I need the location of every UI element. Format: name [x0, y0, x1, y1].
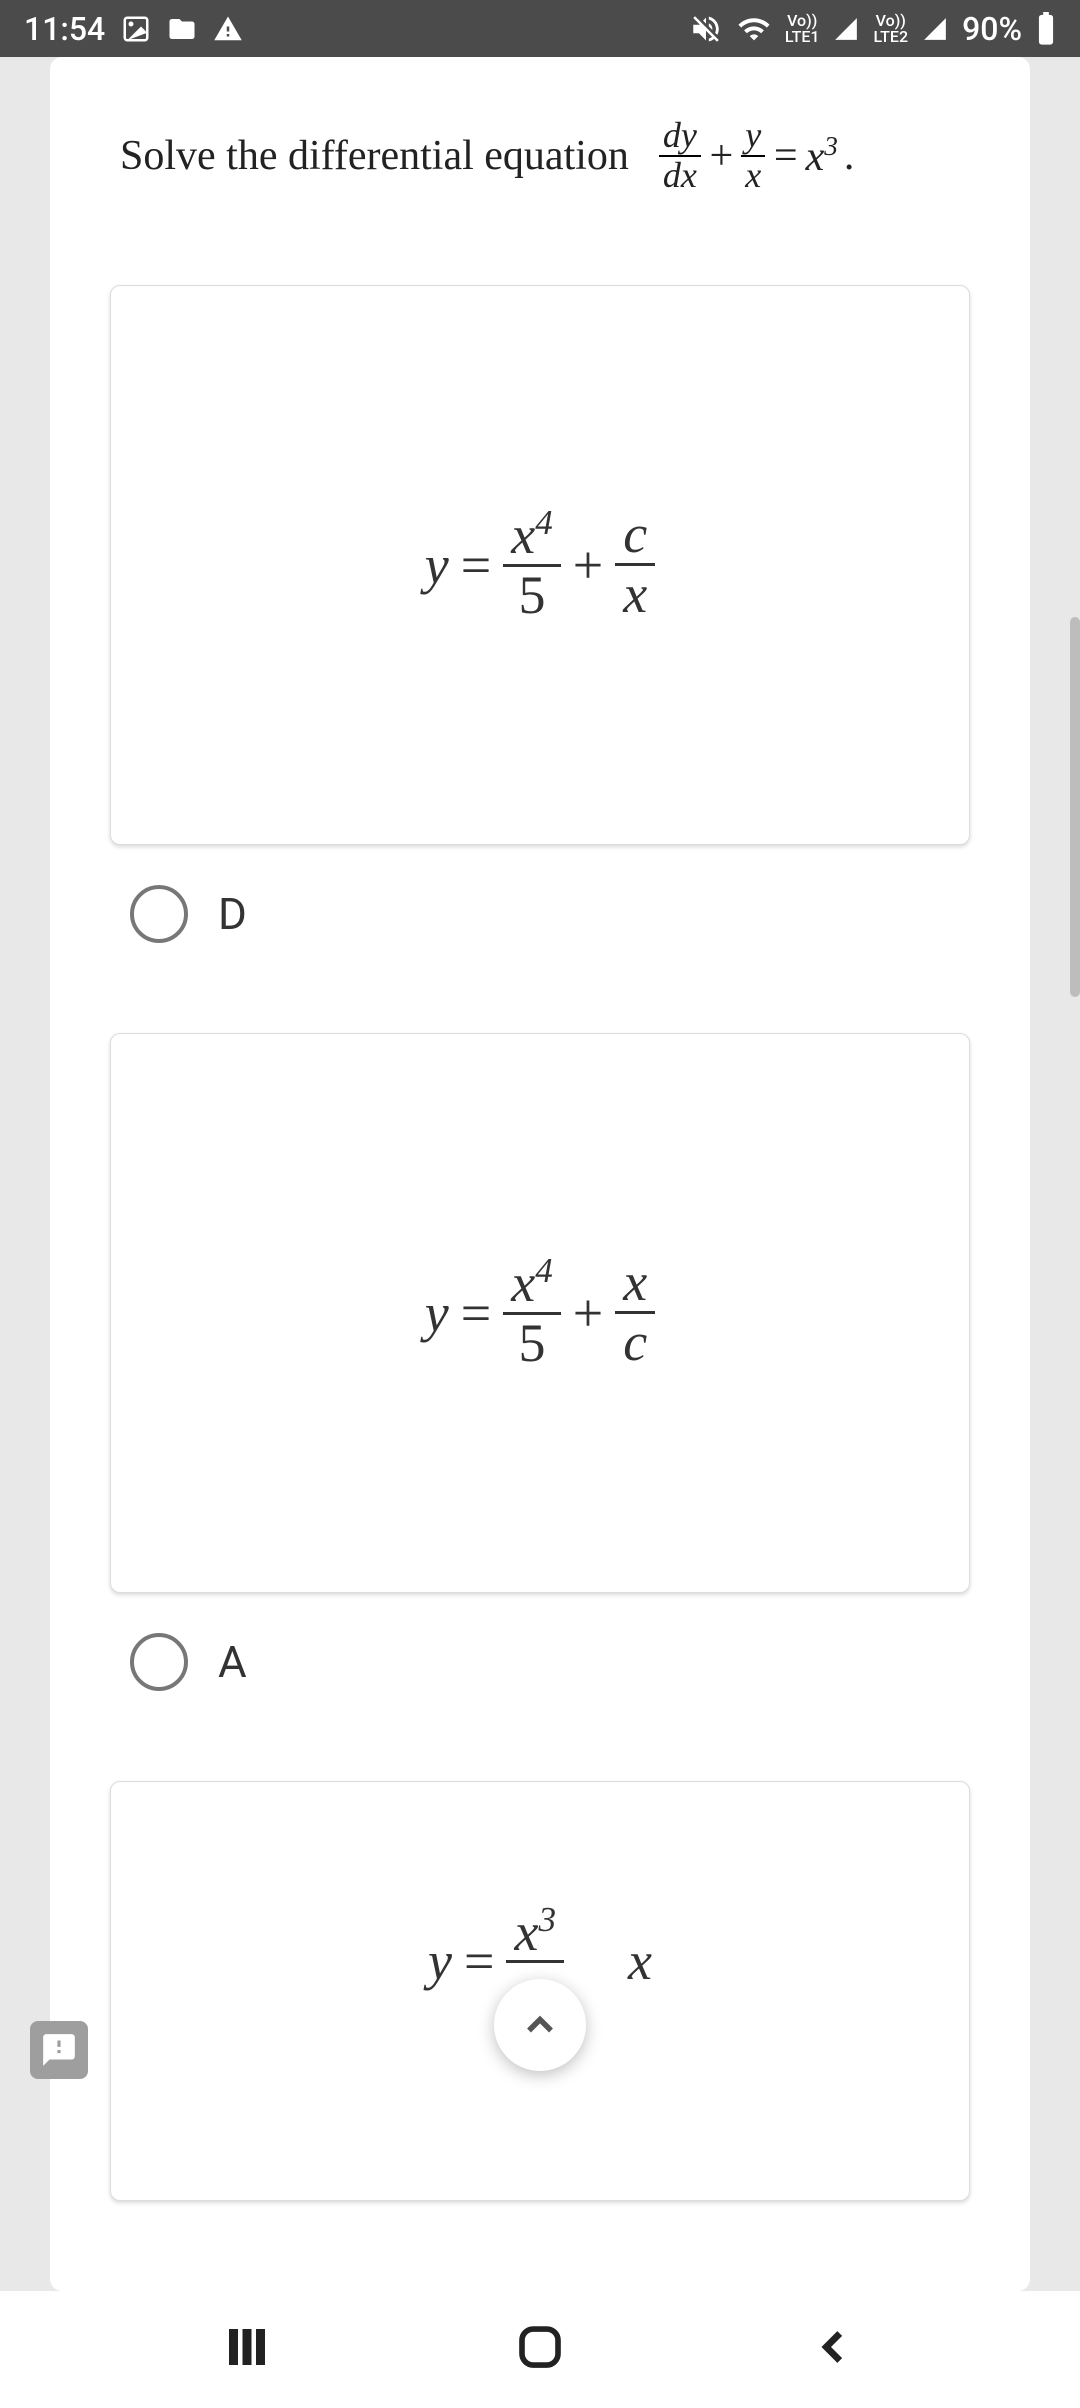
feedback-icon [40, 2031, 78, 2069]
back-button[interactable] [806, 2320, 860, 2378]
option-d-radio[interactable]: D [80, 875, 1000, 993]
gallery-icon [121, 14, 151, 44]
quiz-page[interactable]: Solve the differential equation dy dx + … [0, 57, 1080, 2291]
feedback-chip[interactable] [30, 2021, 88, 2079]
wifi-icon [737, 12, 771, 46]
status-right: Vo)) LTE1 Vo)) LTE2 90% [689, 10, 1056, 48]
option-card-d-image[interactable]: y = x4 5 + c x [110, 285, 970, 845]
question-card: Solve the differential equation dy dx + … [50, 57, 1030, 2291]
question-text: Solve the differential equation dy dx + … [80, 97, 1000, 245]
option-card-a-image[interactable]: y = x4 5 + x c [110, 1033, 970, 1593]
android-nav-bar [0, 2291, 1080, 2408]
signal-2-icon [922, 16, 948, 42]
status-time: 11:54 [24, 10, 105, 48]
chevron-up-icon [518, 2003, 562, 2047]
option-a-radio[interactable]: A [80, 1623, 1000, 1741]
battery-percentage: 90% [962, 10, 1022, 48]
collapse-button[interactable] [494, 1979, 586, 2071]
battery-icon [1036, 12, 1056, 46]
option-label: D [218, 888, 247, 940]
warning-icon [213, 14, 243, 44]
lte1-indicator: Vo)) LTE1 [785, 13, 820, 45]
lte2-indicator: Vo)) LTE2 [873, 13, 908, 45]
recents-button[interactable] [220, 2320, 274, 2378]
folder-icon [167, 14, 197, 44]
option-label: A [218, 1636, 247, 1688]
home-button[interactable] [513, 2320, 567, 2378]
status-left: 11:54 [24, 10, 243, 48]
radio-circle-icon[interactable] [130, 1633, 188, 1691]
radio-circle-icon[interactable] [130, 885, 188, 943]
android-status-bar: 11:54 Vo)) LTE1 Vo)) LTE2 9 [0, 0, 1080, 57]
question-prompt: Solve the differential equation [120, 132, 629, 180]
scroll-indicator[interactable] [1070, 617, 1080, 997]
vibrate-icon [689, 12, 723, 46]
signal-1-icon [833, 16, 859, 42]
question-equation: dy dx + y x = x3 . [659, 117, 854, 195]
